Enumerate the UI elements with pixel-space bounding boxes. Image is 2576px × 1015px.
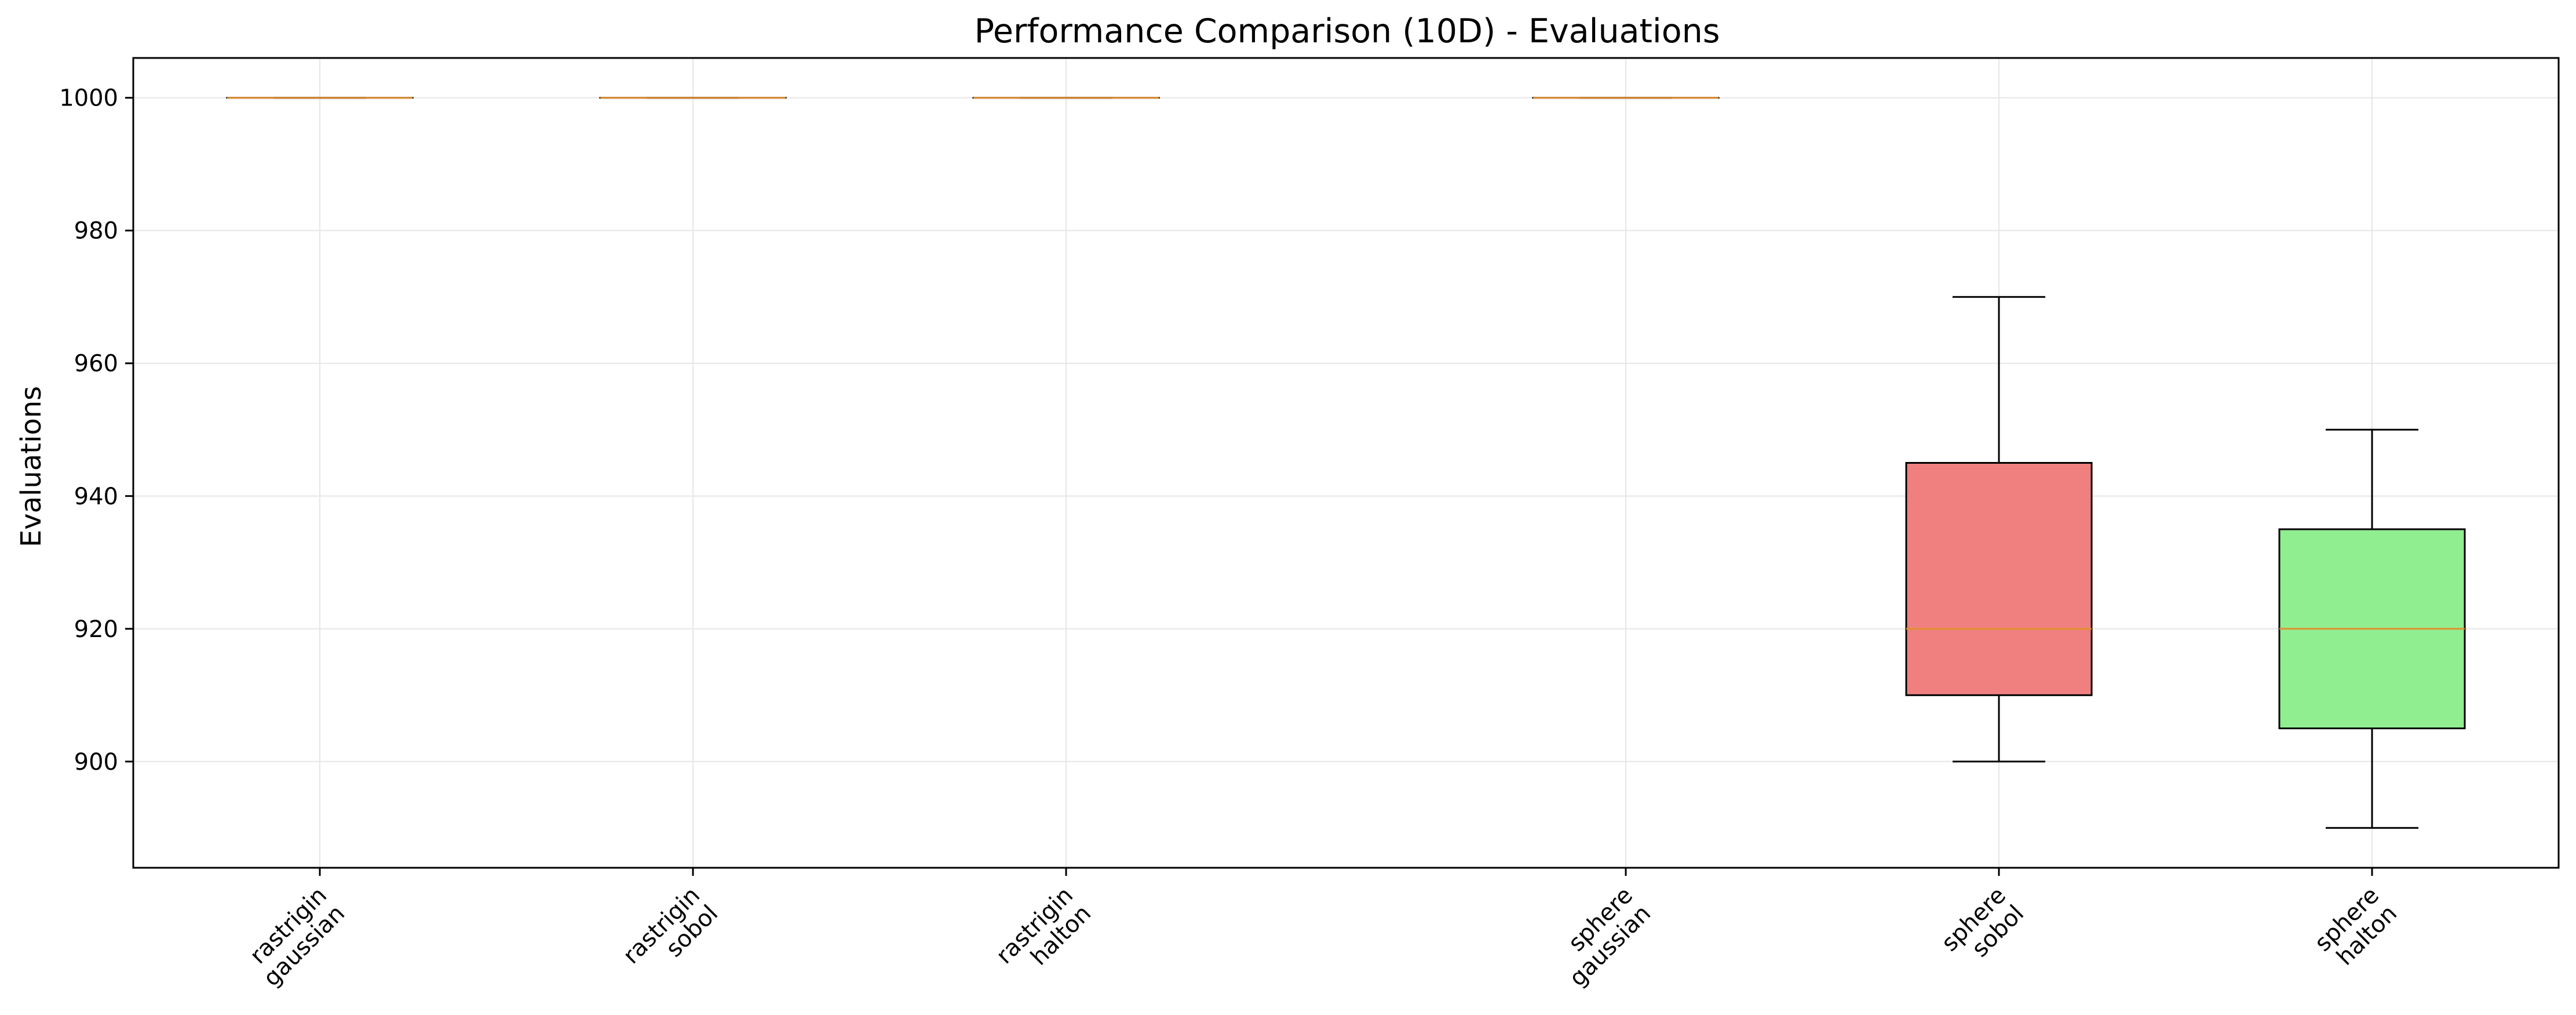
box-5 [2278,428,2466,829]
chart-title: Performance Comparison (10D) - Evaluatio… [975,12,1720,50]
plot-frame [132,57,2560,869]
y-axis-label: Evaluations [15,386,48,547]
box-body [1905,462,2093,696]
y-tick-label: 900 [74,749,118,776]
y-tick-label: 940 [74,483,118,510]
axes [125,57,2560,876]
grid-lines [133,58,2559,868]
box-4 [1905,296,2093,763]
boxes [226,97,2466,829]
y-tick-label: 920 [74,616,118,643]
y-tick-label: 980 [74,218,118,245]
y-tick-label: 1000 [59,85,118,112]
y-tick-label: 960 [74,351,118,377]
